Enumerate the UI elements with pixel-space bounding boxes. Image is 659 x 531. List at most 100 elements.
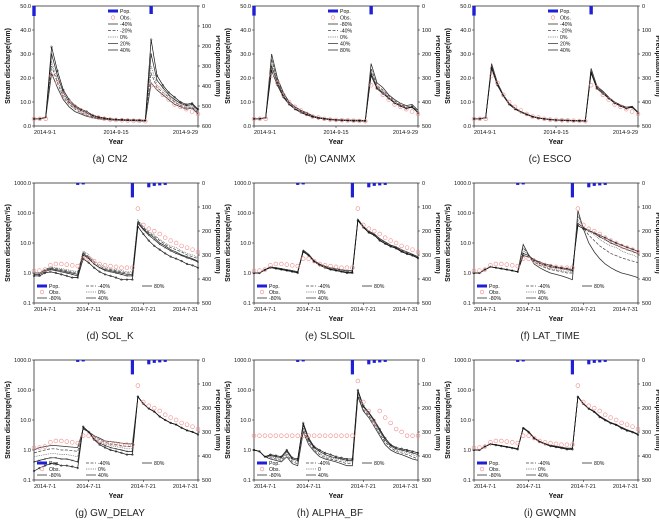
observed-point xyxy=(333,117,339,123)
y2-tick-label: 400 xyxy=(202,277,211,283)
observed-point xyxy=(635,426,641,432)
series-point xyxy=(82,425,85,428)
observed-point xyxy=(415,249,421,255)
series-point xyxy=(109,446,112,449)
legend-label: Obs. xyxy=(489,290,500,296)
series-point xyxy=(258,117,261,120)
series-point xyxy=(490,67,493,70)
y-axis-title: Stream discharge(mm) xyxy=(5,28,12,104)
observed-point xyxy=(268,433,273,438)
series-point xyxy=(582,227,585,230)
legend-swatch xyxy=(39,289,45,295)
observed-point xyxy=(141,399,146,405)
series-point xyxy=(104,444,107,447)
observed-point xyxy=(361,222,366,228)
series-point xyxy=(147,234,150,237)
series-point xyxy=(395,247,398,250)
series-point xyxy=(109,274,112,278)
y-tick-label: 20.0 xyxy=(460,76,471,82)
caption-name: CN2 xyxy=(107,154,128,165)
precip-bar xyxy=(383,360,387,362)
panel-f: 0.1 1.0 10.0 100.0 1000.0 0 100 200 300 400 500 201… xyxy=(440,177,659,354)
observed-point xyxy=(504,262,510,267)
observed-point xyxy=(91,258,97,264)
y-tick-label: 30.0 xyxy=(20,52,31,58)
observed-point xyxy=(53,261,59,267)
x-tick-label: 2014-9-29 xyxy=(613,130,638,136)
observed-point xyxy=(606,97,611,102)
series-point xyxy=(364,120,367,123)
y2-tick-label: 400 xyxy=(422,277,431,283)
series-point xyxy=(508,103,511,106)
series-point xyxy=(98,266,101,269)
legend-swatch xyxy=(257,461,267,465)
series-point xyxy=(590,72,593,75)
series-point xyxy=(505,445,508,449)
series-point xyxy=(511,269,514,272)
y2-axis-title: Precipitation (mm) xyxy=(434,35,440,96)
observed-point xyxy=(316,115,321,120)
series-point xyxy=(180,259,183,263)
observed-point xyxy=(53,438,59,444)
observed-point xyxy=(506,99,512,105)
series-point xyxy=(571,448,574,451)
series-point xyxy=(370,72,373,75)
legend-label: 0% xyxy=(340,35,348,41)
observed-point xyxy=(97,438,102,444)
observed-point xyxy=(130,442,135,447)
precip-bar xyxy=(598,183,602,186)
series-point xyxy=(615,241,618,245)
series-point xyxy=(43,458,46,460)
precip-bar xyxy=(350,183,354,198)
legend-label: 80% xyxy=(340,48,351,54)
precip-bar xyxy=(592,360,596,363)
series-point xyxy=(120,449,123,451)
legend-label: Obs. xyxy=(340,15,351,21)
caption-label: (h) xyxy=(296,508,310,519)
observed-point xyxy=(548,440,553,446)
observed-point xyxy=(603,235,608,240)
series-point xyxy=(38,117,41,120)
legend-label: -40% xyxy=(318,461,330,467)
series-point xyxy=(147,239,150,242)
legend-label: 40% xyxy=(318,296,329,302)
series-point xyxy=(65,272,68,274)
series-point xyxy=(258,271,261,275)
plot-frame xyxy=(33,359,199,481)
observed-point xyxy=(398,104,403,110)
x-tick-label: 2014-7-1 xyxy=(474,307,496,313)
series-point xyxy=(313,445,316,448)
caption-label: (c) xyxy=(528,154,541,165)
y2-tick-label: 0 xyxy=(422,181,425,187)
legend-label: 80% xyxy=(594,284,605,290)
series-point xyxy=(155,74,159,77)
series-point xyxy=(636,433,640,436)
precip-bar xyxy=(570,360,574,375)
series-point xyxy=(505,268,508,271)
observed-point xyxy=(630,247,635,252)
observed-point xyxy=(195,111,201,117)
precip-bar xyxy=(378,183,382,186)
observed-point xyxy=(393,426,399,432)
series-point xyxy=(185,429,189,432)
observed-point xyxy=(190,424,195,429)
precip-bar xyxy=(252,6,256,16)
chart-c: 0.0 10.0 20.0 30.0 40.0 50.0 0 100 200 300 400 500 2… xyxy=(445,4,659,146)
series-point xyxy=(307,436,310,440)
series-point xyxy=(389,245,392,248)
y2-tick-label: 100 xyxy=(202,382,211,388)
series-point xyxy=(291,270,294,273)
series-point xyxy=(334,119,338,122)
series-point xyxy=(576,395,579,398)
observed-point xyxy=(137,118,142,124)
observed-point xyxy=(608,415,613,420)
x-tick-label: 2014-7-31 xyxy=(613,484,638,490)
series-point xyxy=(164,252,167,255)
series-point xyxy=(32,469,36,473)
y2-tick-label: 400 xyxy=(642,100,651,106)
observed-point xyxy=(141,222,146,228)
series-point xyxy=(416,257,420,260)
series-point xyxy=(142,232,145,236)
series-point xyxy=(167,93,170,96)
observed-point xyxy=(300,256,306,261)
